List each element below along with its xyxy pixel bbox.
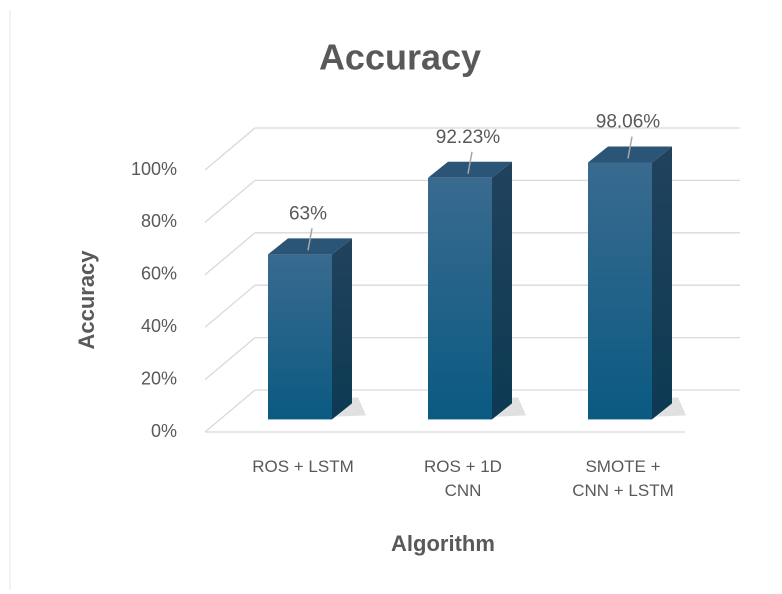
- bar-top: [588, 146, 672, 163]
- data-label: 98.06%: [596, 111, 661, 132]
- y-tick-label: 100%: [131, 159, 177, 179]
- bar-top: [268, 238, 352, 255]
- data-label: 92.23%: [436, 127, 501, 148]
- bar-top: [428, 161, 512, 178]
- grid-line: [204, 232, 256, 276]
- y-axis-label: Accuracy: [74, 250, 99, 350]
- grid-line: [204, 284, 256, 328]
- bar-side: [492, 161, 512, 420]
- y-tick-label: 0%: [151, 421, 177, 441]
- bar-side: [332, 238, 352, 420]
- bar-side: [652, 146, 672, 420]
- y-tick-label: 80%: [141, 211, 177, 231]
- grid-line: [204, 127, 256, 171]
- leader-line: [467, 151, 473, 174]
- grid-line: [204, 337, 256, 381]
- x-tick-label: SMOTE + CNN + LSTM: [572, 457, 674, 500]
- y-tick-label: 20%: [141, 368, 177, 388]
- data-label: 63%: [289, 203, 327, 224]
- grid-line: [204, 389, 256, 433]
- x-axis-label: Algorithm: [391, 531, 495, 556]
- x-tick-label: ROS + LSTM: [252, 457, 354, 476]
- leader-line: [627, 136, 633, 159]
- bar: [268, 254, 332, 420]
- leader-line: [307, 228, 313, 251]
- bar: [428, 177, 492, 420]
- x-tick-label: ROS + 1D CNN: [424, 457, 502, 500]
- chart-title: Accuracy: [319, 37, 481, 78]
- bar: [588, 162, 652, 420]
- y-tick-label: 40%: [141, 316, 177, 336]
- y-tick-label: 60%: [141, 264, 177, 284]
- grid-line: [204, 179, 256, 223]
